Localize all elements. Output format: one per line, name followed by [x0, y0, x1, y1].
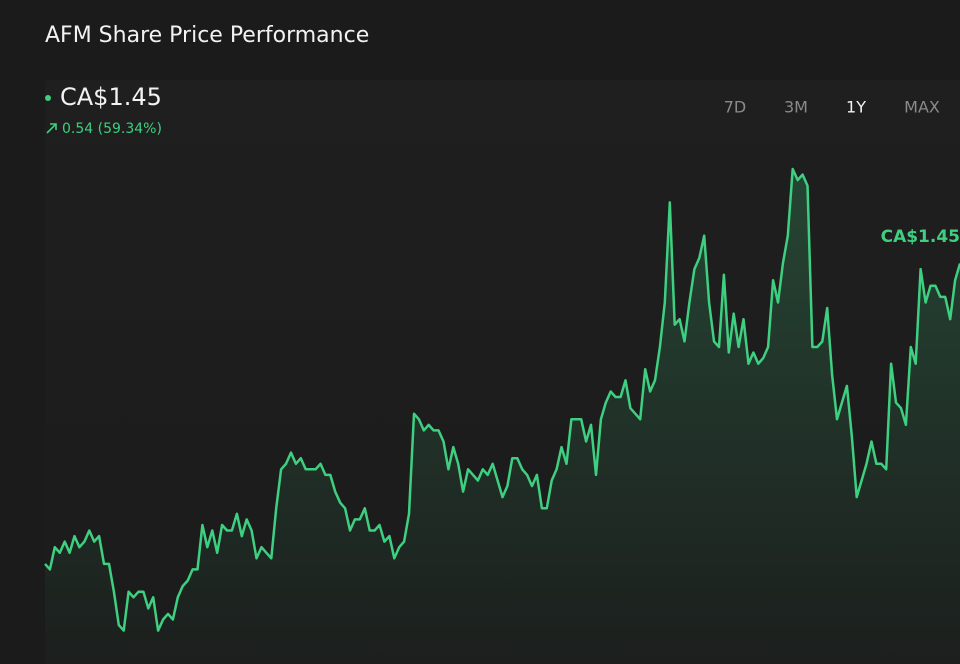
last-price-label: CA$1.45	[881, 227, 960, 247]
chart-title: AFM Share Price Performance	[45, 23, 369, 48]
range-button[interactable]: 7D	[724, 98, 747, 117]
range-selector: 7D 3M 1Y MAX	[724, 98, 940, 117]
price-line	[44, 167, 960, 632]
price-change: 0.54 (59.34%)	[62, 121, 162, 137]
range-button[interactable]: MAX	[904, 98, 940, 117]
range-button[interactable]: 1Y	[846, 98, 866, 117]
up-arrow	[46, 123, 57, 134]
plot	[44, 167, 960, 664]
range-button[interactable]: 3M	[784, 98, 808, 117]
status-dot	[45, 95, 51, 101]
current-price: CA$1.45	[60, 83, 162, 111]
